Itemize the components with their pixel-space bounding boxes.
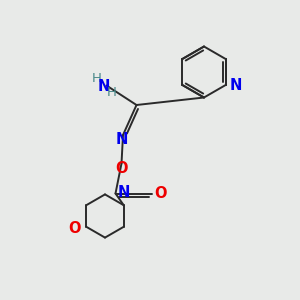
Text: N: N xyxy=(118,185,130,200)
Text: O: O xyxy=(154,186,167,201)
Text: N: N xyxy=(97,80,110,94)
Text: O: O xyxy=(115,161,128,176)
Text: N: N xyxy=(230,78,242,93)
Text: H: H xyxy=(107,85,117,99)
Text: O: O xyxy=(68,221,81,236)
Text: H: H xyxy=(92,72,102,86)
Text: N: N xyxy=(115,132,128,147)
